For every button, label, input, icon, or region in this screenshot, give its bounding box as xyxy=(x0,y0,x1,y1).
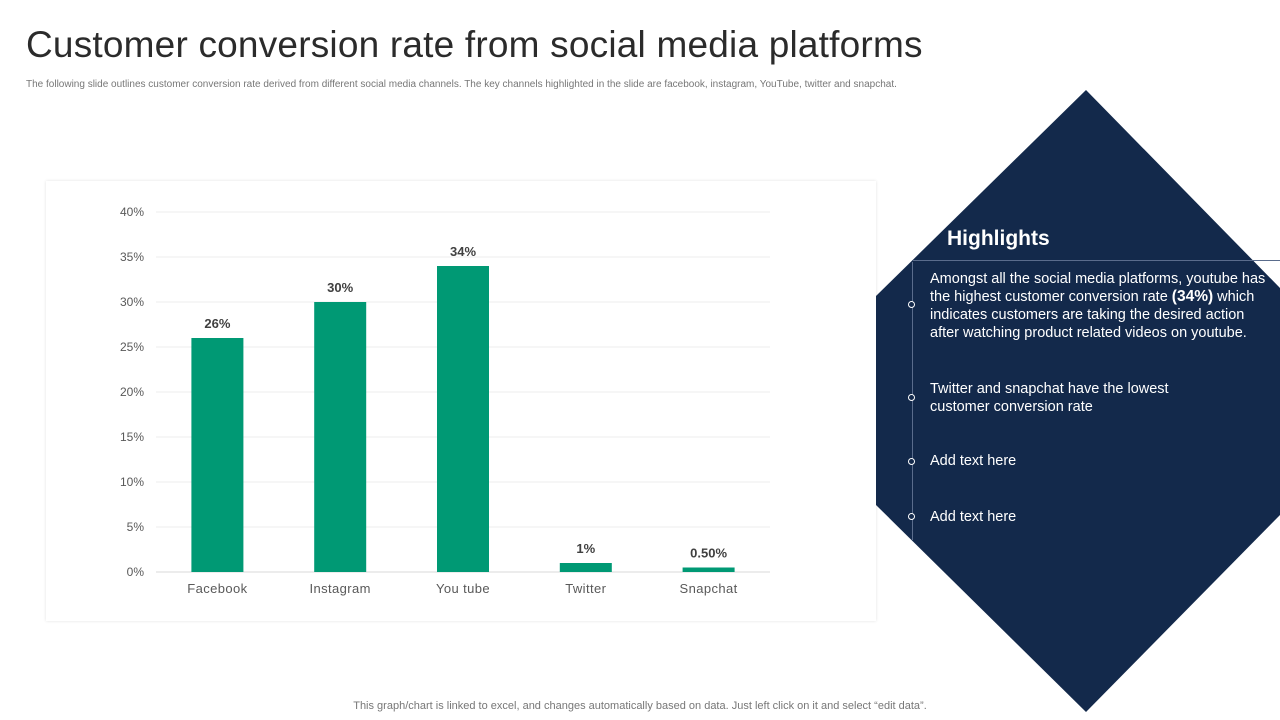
bar-chart[interactable]: 0% 5% 10% 15% 20% 25% 30% 35% 40% 26% Facebook 30% I… xyxy=(46,181,876,621)
data-label: 30% xyxy=(327,280,353,295)
page-subtitle: The following slide outlines customer co… xyxy=(26,79,897,90)
bullet-dot-icon xyxy=(908,513,915,520)
highlight-emphasis: (34%) xyxy=(1171,288,1214,305)
footer-note: This graph/chart is linked to excel, and… xyxy=(353,700,927,712)
highlights-divider xyxy=(913,260,1280,261)
highlight-item-4: Add text here xyxy=(930,509,1017,525)
bar[interactable] xyxy=(682,567,735,573)
diamond-shape xyxy=(876,90,1280,712)
bullet-dot-icon xyxy=(908,458,915,465)
y-tick-label: 30% xyxy=(120,295,144,309)
bullet-dot-icon xyxy=(908,301,915,308)
data-label: 34% xyxy=(450,244,476,259)
bar[interactable] xyxy=(559,563,612,572)
y-tick-label: 20% xyxy=(120,385,144,399)
highlight-item-2: Twitter and snapchat have the lowest cus… xyxy=(930,381,1169,415)
highlight-item-3: Add text here xyxy=(930,453,1017,469)
highlight-text: Amongst all the social media platforms, … xyxy=(930,271,1266,305)
highlights-timeline xyxy=(912,262,913,540)
bullet-dot-icon xyxy=(908,394,915,401)
highlight-item-1: Amongst all the social media platforms, … xyxy=(930,270,1275,342)
page-title: Customer conversion rate from social med… xyxy=(26,24,923,65)
bar[interactable] xyxy=(437,266,489,572)
x-tick-label: Twitter xyxy=(565,581,606,596)
x-tick-label: Facebook xyxy=(187,581,247,596)
data-label: 1% xyxy=(576,541,595,556)
y-tick-label: 15% xyxy=(120,430,144,444)
x-tick-label: You tube xyxy=(436,581,490,596)
highlights-title: Highlights xyxy=(947,227,1050,250)
x-tick-label: Instagram xyxy=(309,581,370,596)
y-tick-label: 25% xyxy=(120,340,144,354)
data-label: 26% xyxy=(204,316,230,331)
y-tick-label: 35% xyxy=(120,250,144,264)
y-tick-label: 0% xyxy=(127,565,145,579)
bar[interactable] xyxy=(314,302,367,572)
highlight-text: which indicates customers are taking the… xyxy=(930,289,1255,341)
x-tick-label: Snapchat xyxy=(680,581,738,596)
y-tick-label: 40% xyxy=(120,205,144,219)
data-label: 0.50% xyxy=(690,546,727,561)
chart-card[interactable]: 0% 5% 10% 15% 20% 25% 30% 35% 40% 26% Facebook 30% I… xyxy=(46,181,876,621)
y-tick-label: 5% xyxy=(127,520,145,534)
y-tick-label: 10% xyxy=(120,475,144,489)
bar[interactable] xyxy=(191,338,244,572)
